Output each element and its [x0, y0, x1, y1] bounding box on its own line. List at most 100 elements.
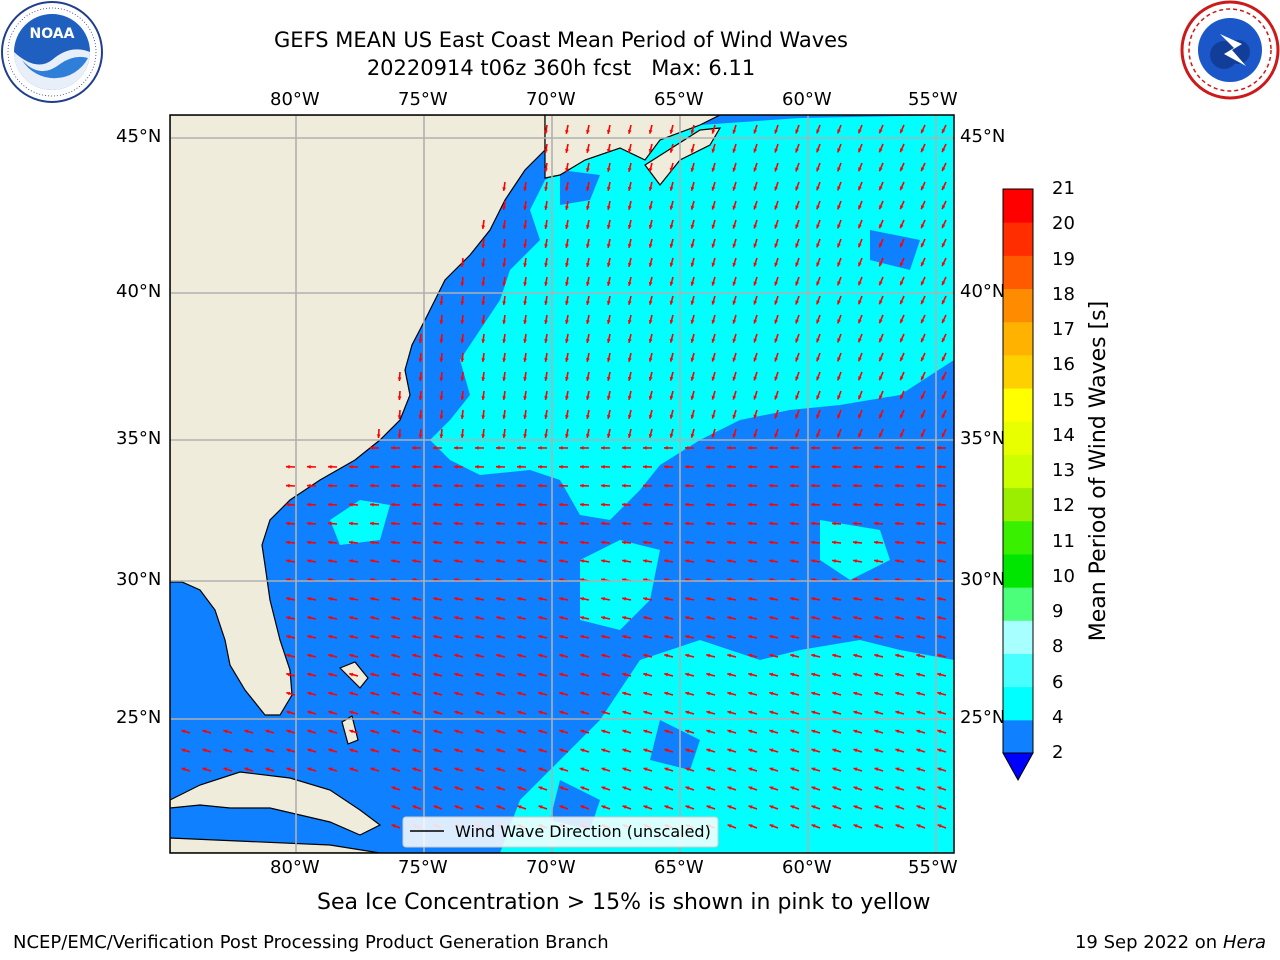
colorbar-tick-label: 15	[1052, 389, 1075, 411]
wind-wave-arrowhead	[790, 634, 795, 639]
wind-wave-arrowhead	[858, 319, 862, 324]
wind-wave-arrowhead	[307, 710, 312, 715]
wind-wave-arrowhead	[769, 483, 773, 488]
wind-wave-arrowhead	[433, 502, 437, 507]
wind-wave-arrowhead	[433, 483, 437, 488]
colorbar-tick-label: 6	[1052, 671, 1064, 693]
wind-wave-arrowhead	[816, 186, 820, 191]
wind-wave-arrowhead	[706, 786, 711, 790]
wind-wave-arrowhead	[711, 205, 716, 210]
wind-wave-arrowhead	[606, 338, 611, 343]
wind-wave-arrowhead	[895, 540, 899, 545]
wind-wave-arrowhead	[517, 653, 522, 658]
noaa-logo: NOAA	[0, 0, 104, 104]
wind-wave-arrowhead	[937, 653, 942, 658]
wind-wave-arrowhead	[565, 263, 569, 267]
land	[170, 115, 722, 853]
wind-wave-arrowhead	[580, 483, 584, 488]
wind-wave-arrowhead	[832, 597, 836, 601]
wind-wave-arrowhead	[586, 301, 590, 305]
wind-wave-arrowhead	[795, 376, 799, 381]
wind-wave-arrowhead	[937, 634, 942, 639]
wind-wave-arrowhead	[606, 319, 611, 324]
wind-wave-arrowhead	[601, 786, 606, 790]
wind-wave-arrowhead	[286, 616, 290, 620]
wind-wave-arrowhead	[941, 319, 946, 324]
wind-wave-arrowhead	[685, 748, 690, 753]
legend-label: Wind Wave Direction (unscaled)	[455, 822, 711, 841]
wind-wave-arrowhead	[790, 559, 794, 563]
wind-wave-arrowhead	[370, 521, 374, 526]
wind-wave-arrowhead	[475, 805, 480, 809]
wind-wave-arrowhead	[565, 168, 569, 172]
wind-wave-arrowhead	[790, 729, 795, 734]
wind-wave-arrowhead	[727, 483, 731, 488]
wind-wave-arrowhead	[690, 300, 695, 305]
wind-wave-arrowhead	[517, 672, 522, 677]
wind-wave-arrowhead	[669, 224, 674, 229]
wind-wave-arrowhead	[328, 710, 333, 715]
wind-wave-arrowhead	[816, 319, 820, 324]
wind-wave-arrowhead	[706, 446, 710, 450]
wind-wave-arrowhead	[601, 502, 605, 507]
wind-wave-arrowhead	[790, 446, 794, 450]
wind-wave-arrowhead	[544, 263, 548, 267]
wind-wave-arrowhead	[454, 767, 459, 772]
wind-wave-arrowhead	[391, 502, 395, 507]
wind-wave-arrowhead	[769, 710, 774, 715]
wind-wave-arrowhead	[223, 748, 228, 753]
wind-wave-arrowhead	[900, 281, 904, 286]
wind-wave-arrowhead	[895, 653, 900, 658]
wind-wave-arrowhead	[412, 786, 417, 790]
wind-wave-arrowhead	[753, 129, 758, 134]
wind-wave-arrowhead	[853, 540, 857, 545]
wind-wave-arrowhead	[853, 616, 857, 620]
wind-wave-arrowhead	[920, 376, 925, 381]
wind-wave-arrowhead	[606, 300, 611, 305]
wind-wave-arrowhead	[937, 559, 941, 563]
max-value: Max: 6.11	[651, 56, 756, 80]
wind-wave-arrowhead	[544, 130, 548, 134]
wind-wave-arrowhead	[685, 691, 690, 696]
wind-wave-arrowhead	[627, 376, 632, 381]
wind-wave-arrowhead	[622, 653, 627, 658]
wind-wave-arrowhead	[664, 729, 669, 734]
wind-wave-arrowhead	[648, 148, 653, 153]
wind-wave-arrowhead	[795, 224, 799, 229]
wind-wave-arrowhead	[502, 358, 507, 362]
wind-wave-arrowhead	[496, 559, 500, 563]
wind-wave-arrowhead	[454, 616, 458, 620]
wind-wave-arrowhead	[916, 672, 921, 677]
wind-wave-arrowhead	[916, 691, 921, 696]
wind-wave-arrowhead	[769, 540, 773, 545]
wind-wave-arrowhead	[328, 597, 332, 601]
wind-wave-arrowhead	[328, 672, 333, 677]
wind-wave-arrowhead	[606, 357, 611, 362]
wind-wave-arrowhead	[538, 597, 542, 601]
wind-wave-arrowhead	[937, 824, 942, 828]
wind-wave-arrowhead	[586, 225, 590, 229]
wind-wave-arrowhead	[502, 434, 507, 438]
wind-wave-arrowhead	[790, 616, 794, 620]
wind-wave-arrowhead	[586, 396, 590, 400]
wind-wave-arrowhead	[690, 148, 695, 153]
wind-wave-arrowhead	[669, 414, 674, 419]
wind-wave-arrowhead	[627, 167, 632, 172]
wind-wave-arrowhead	[412, 616, 416, 620]
wind-wave-arrowhead	[565, 320, 569, 324]
wind-wave-arrowhead	[517, 502, 521, 507]
wind-wave-arrowhead	[874, 805, 879, 809]
wind-wave-arrowhead	[606, 167, 611, 172]
wind-wave-arrowhead	[790, 521, 794, 526]
wind-wave-arrowhead	[690, 433, 695, 438]
wind-wave-arrowhead	[920, 262, 925, 267]
wind-wave-arrowhead	[627, 148, 632, 153]
chart-subtitle: 20220914 t06z 360h fcst Max: 6.11	[0, 55, 1122, 81]
wind-wave-arrowhead	[481, 282, 486, 286]
wind-wave-arrowhead	[879, 243, 883, 248]
colorbar-cells	[1003, 189, 1033, 754]
wind-wave-arrowhead	[517, 786, 522, 790]
wind-wave-arrowhead	[711, 281, 716, 286]
wind-wave-arrowhead	[517, 691, 522, 696]
wind-wave-arrowhead	[580, 634, 585, 639]
